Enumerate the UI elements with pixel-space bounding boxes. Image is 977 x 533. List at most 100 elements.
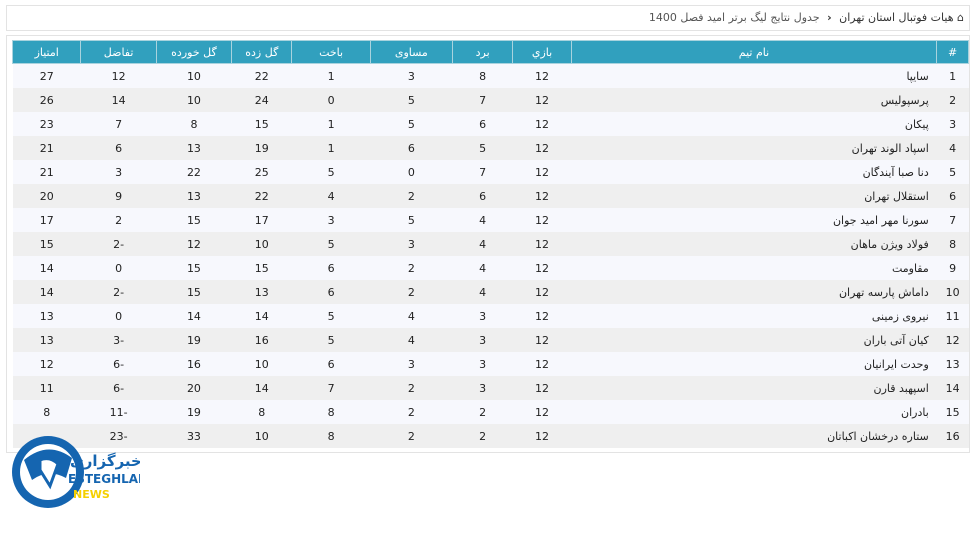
team-name: استقلال تهران [571,184,937,208]
table-cell: 9 [936,256,969,280]
table-cell: 2 [452,424,513,448]
table-row: 14 اسپهبد قارن 12 3 2 7 14 20 -6 11 [12,376,969,400]
table-cell: 33 [156,424,232,448]
table-cell: 0 [370,160,453,184]
table-cell: 7 [452,88,513,112]
table-cell: 3 [291,208,371,232]
table-cell: 13 [231,280,292,304]
table-cell: 8 [291,400,371,424]
table-cell: 10 [156,88,232,112]
table-cell: 14 [231,376,292,400]
table-cell: 19 [231,136,292,160]
table-cell: 6 [936,184,969,208]
table-cell: 13 [156,136,232,160]
table-cell: 21 [12,136,81,160]
table-cell: 20 [156,376,232,400]
table-cell: 14 [156,304,232,328]
table-cell: 12 [512,256,572,280]
breadcrumb-root[interactable]: هیات فوتبال استان تهران [839,11,954,24]
table-cell: 12 [512,376,572,400]
table-cell: 14 [12,256,81,280]
table-cell: 21 [12,160,81,184]
table-cell: 22 [156,160,232,184]
table-cell: 6 [452,184,513,208]
table-cell: 5 [370,208,453,232]
table-cell: 12 [512,328,572,352]
table-cell: -3 [80,328,157,352]
column-header: امتیاز [11,40,82,64]
table-cell: 8 [231,400,292,424]
table-cell: 12 [512,63,572,88]
table-cell: 2 [80,208,157,232]
table-cell: 5 [291,160,371,184]
table-cell: 19 [156,400,232,424]
table-cell: 14 [80,88,157,112]
standings-panel: # نام تیم بازي برد مساوی باخت گل زده گل خورده تف… [6,35,970,453]
table-cell: -23 [80,424,157,448]
table-row: 4 اسپاد الوند تهران 12 5 6 1 19 13 6 21 [12,136,969,160]
table-cell: 5 [291,328,371,352]
table-cell: 16 [156,352,232,376]
table-cell: 7 [936,208,969,232]
table-cell: 12 [512,304,572,328]
table-cell: -11 [80,400,157,424]
team-name: سورنا مهر امید جوان [571,208,937,232]
table-cell: 3 [370,63,453,88]
table-cell: 2 [370,256,453,280]
home-icon[interactable]: ⌂ [957,11,964,24]
table-cell: 4 [936,136,969,160]
table-cell: 24 [231,88,292,112]
table-cell: 1 [291,136,371,160]
table-cell: 2 [370,184,453,208]
table-cell: 13 [12,304,81,328]
svg-text:NEWS: NEWS [73,488,110,501]
table-cell: 11 [12,376,81,400]
table-cell: 13 [12,328,81,352]
table-cell: -2 [80,232,157,256]
table-cell: 9 [80,184,157,208]
table-cell: 0 [291,88,371,112]
table-cell: 12 [512,184,572,208]
table-row: 12 کیان آتی باران 12 3 4 5 16 19 -3 13 [12,328,969,352]
team-name: سایپا [571,63,937,88]
table-cell: 3 [452,304,513,328]
table-cell: 12 [512,208,572,232]
table-cell: 4 [452,280,513,304]
table-cell: 12 [12,352,81,376]
table-cell: 4 [452,256,513,280]
team-name: نیروی زمینی [571,304,937,328]
table-cell: 27 [12,63,81,88]
table-cell: 2 [370,400,453,424]
table-cell: 2 [370,376,453,400]
table-cell: 5 [291,232,371,256]
table-cell: 2 [452,400,513,424]
table-cell: 8 [156,112,232,136]
table-cell: 15 [156,256,232,280]
table-cell: 3 [370,352,453,376]
table-cell: 10 [156,63,232,88]
table-cell: 3 [936,112,969,136]
table-cell: 0 [80,304,157,328]
svg-text:ESTEGHLAL: ESTEGHLAL [68,472,140,486]
table-cell: 16 [936,424,969,448]
table-cell: 13 [936,352,969,376]
table-cell: 4 [291,184,371,208]
table-cell: 3 [452,352,513,376]
table-cell: 12 [80,63,157,88]
table-cell: 5 [370,112,453,136]
table-row: 13 وحدت ایرانیان 12 3 3 6 10 16 -6 12 [12,352,969,376]
team-name: بادران [571,400,937,424]
table-row: 8 فولاد ویژن ماهان 12 4 3 5 10 12 -2 15 [12,232,969,256]
table-row: 2 پرسپولیس 12 7 5 0 24 10 14 26 [12,88,969,112]
table-cell: 19 [156,328,232,352]
table-cell: 2 [936,88,969,112]
table-cell: 4 [370,304,453,328]
table-cell: 12 [512,112,572,136]
column-header: برد [451,40,514,64]
table-cell: 7 [452,160,513,184]
table-cell: 13 [156,184,232,208]
table-cell: 4 [452,208,513,232]
table-cell: 12 [156,232,232,256]
team-name: اسپاد الوند تهران [571,136,937,160]
table-row: 15 بادران 12 2 2 8 8 19 -11 8 [12,400,969,424]
